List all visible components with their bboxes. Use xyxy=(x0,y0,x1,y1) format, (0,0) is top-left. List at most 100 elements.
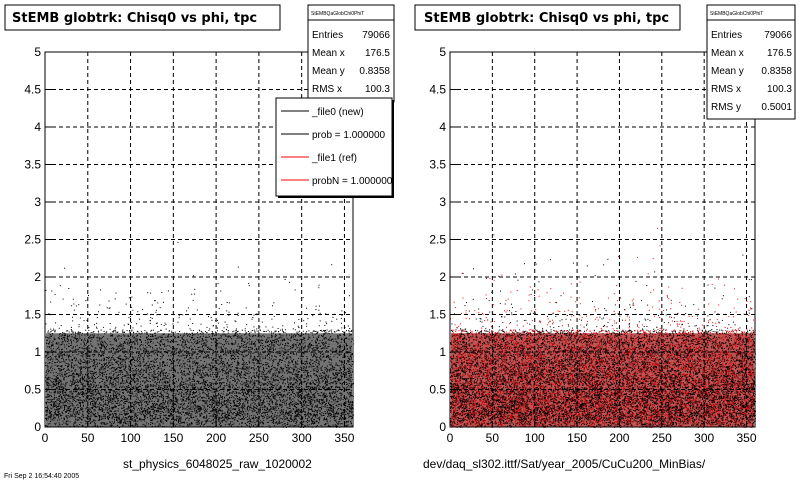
scatter-point xyxy=(146,350,148,352)
scatter-point xyxy=(168,381,170,383)
scatter-point xyxy=(74,360,76,362)
scatter-point xyxy=(182,407,184,409)
scatter-point xyxy=(160,340,162,341)
scatter-point xyxy=(297,370,299,372)
scatter-point xyxy=(254,357,256,359)
scatter-point xyxy=(268,380,270,382)
scatter-point xyxy=(82,391,84,393)
scatter-point xyxy=(278,394,280,395)
scatter-point xyxy=(204,331,206,333)
scatter-point xyxy=(70,415,72,417)
scatter-point xyxy=(338,347,340,349)
scatter-point xyxy=(120,421,122,423)
scatter-point xyxy=(287,380,288,382)
scatter-point xyxy=(175,401,177,403)
scatter-point xyxy=(55,358,57,360)
scatter-point xyxy=(193,361,195,363)
scatter-point xyxy=(277,379,279,381)
scatter-point xyxy=(294,406,296,408)
scatter-point xyxy=(284,379,286,380)
scatter-point xyxy=(271,365,273,367)
scatter-point xyxy=(80,360,81,362)
scatter-point xyxy=(311,422,313,424)
scatter-point xyxy=(122,348,124,350)
scatter-point xyxy=(75,396,76,397)
scatter-point xyxy=(345,402,347,404)
scatter-point xyxy=(195,363,196,365)
scatter-point xyxy=(211,399,213,401)
scatter-point xyxy=(127,376,129,378)
scatter-point xyxy=(205,408,206,410)
scatter-point xyxy=(319,346,321,347)
scatter-point xyxy=(101,353,103,355)
scatter-point xyxy=(281,407,283,409)
scatter-point xyxy=(92,393,94,395)
scatter-point xyxy=(145,393,147,395)
scatter-point xyxy=(347,377,349,379)
scatter-point xyxy=(312,349,313,351)
scatter-point xyxy=(284,346,286,348)
scatter-point xyxy=(127,413,129,415)
scatter-point xyxy=(181,403,183,405)
scatter-point xyxy=(154,370,156,372)
scatter-point xyxy=(112,395,114,397)
scatter-point xyxy=(315,388,317,390)
scatter-point xyxy=(232,396,234,398)
scatter-point xyxy=(248,334,250,336)
scatter-point xyxy=(95,382,96,384)
scatter-point xyxy=(103,423,105,425)
scatter-point xyxy=(220,335,222,337)
scatter-point xyxy=(156,326,158,327)
scatter-point xyxy=(253,406,255,408)
scatter-point xyxy=(319,402,320,404)
scatter-point xyxy=(296,414,298,416)
scatter-point xyxy=(299,390,301,392)
scatter-point xyxy=(199,413,201,415)
scatter-point xyxy=(128,419,130,421)
scatter-point xyxy=(187,358,189,360)
scatter-point xyxy=(308,394,310,396)
scatter-point xyxy=(149,341,151,343)
scatter-point xyxy=(347,424,349,426)
scatter-point xyxy=(275,372,277,374)
scatter-point xyxy=(203,368,205,370)
scatter-point xyxy=(104,349,106,351)
scatter-point xyxy=(314,386,316,388)
scatter-point xyxy=(207,355,209,357)
scatter-point xyxy=(129,331,131,333)
scatter-point xyxy=(164,409,165,411)
scatter-point xyxy=(215,345,216,347)
scatter-point xyxy=(298,424,300,426)
scatter-point xyxy=(75,419,77,421)
scatter-point xyxy=(80,355,82,357)
scatter-point xyxy=(148,402,150,403)
scatter-point xyxy=(91,389,93,391)
scatter-point xyxy=(129,342,130,343)
scatter-point xyxy=(178,391,180,393)
scatter-point xyxy=(91,421,93,423)
scatter-point xyxy=(219,382,221,384)
scatter-point xyxy=(132,371,134,373)
scatter-point xyxy=(127,408,129,410)
scatter-point xyxy=(266,394,268,396)
scatter-point xyxy=(87,371,89,372)
scatter-point xyxy=(235,331,237,333)
scatter-point xyxy=(279,393,281,395)
scatter-point xyxy=(171,360,172,362)
scatter-point xyxy=(161,343,163,345)
scatter-point xyxy=(50,367,51,369)
scatter-point xyxy=(322,402,324,404)
scatter-point xyxy=(324,337,326,339)
scatter-point xyxy=(141,368,143,370)
scatter-point xyxy=(297,425,299,427)
scatter-point xyxy=(48,411,50,413)
scatter-point xyxy=(180,416,182,418)
scatter-point xyxy=(313,369,315,371)
scatter-point xyxy=(158,331,160,333)
scatter-point xyxy=(231,387,233,389)
scatter-point xyxy=(262,369,264,371)
scatter-point xyxy=(285,378,287,380)
scatter-point xyxy=(128,317,130,319)
scatter-point xyxy=(72,405,74,407)
scatter-point xyxy=(63,410,65,412)
